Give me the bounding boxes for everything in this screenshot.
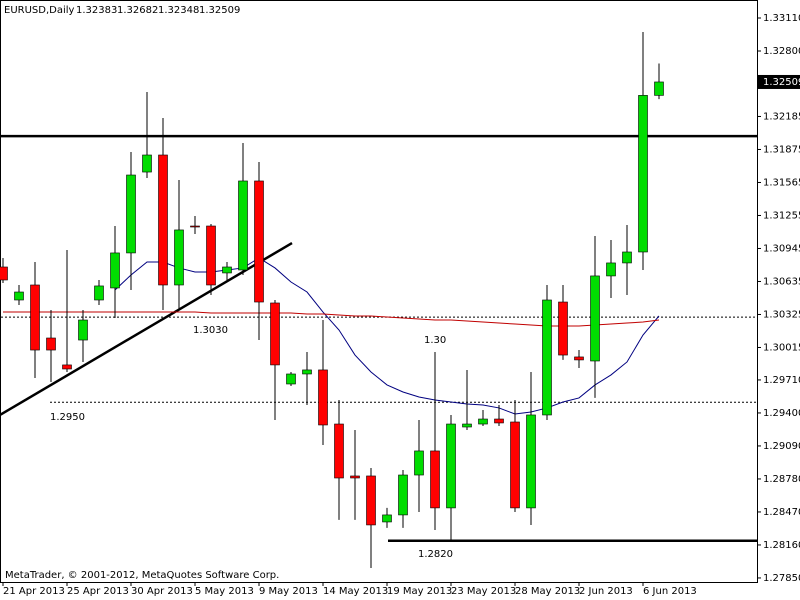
chart-title: EURUSD,Daily xyxy=(4,5,75,16)
x-tick-label: 23 May 2013 xyxy=(451,586,516,597)
x-tick-label: 30 Apr 2013 xyxy=(131,586,193,597)
candle-body xyxy=(110,252,120,289)
moving-average xyxy=(114,257,660,415)
candle-body xyxy=(494,418,504,424)
x-tick-label: 9 May 2013 xyxy=(259,586,318,597)
y-tick-label: 1.28160 xyxy=(763,540,800,551)
y-tick-label: 1.28780 xyxy=(763,474,800,485)
y-tick-label: 1.30945 xyxy=(763,243,800,254)
y-tick-label: 1.31565 xyxy=(763,177,800,188)
candle-body xyxy=(334,423,344,479)
candle-body xyxy=(654,81,664,96)
candle-body xyxy=(558,301,568,356)
y-tick-label: 1.33110 xyxy=(763,13,800,24)
plot-frame xyxy=(0,0,758,583)
last-low: 1.32348 xyxy=(158,5,199,16)
candle-body xyxy=(254,180,264,303)
candle-body xyxy=(78,319,88,341)
y-tick-label: 1.27850 xyxy=(763,573,800,584)
candle-body xyxy=(574,356,584,361)
y-tick-label: 1.31875 xyxy=(763,144,800,155)
candle-body xyxy=(158,154,168,286)
candle-body xyxy=(0,266,8,281)
candle-body xyxy=(206,225,216,286)
x-tick-label: 19 May 2013 xyxy=(387,586,452,597)
annotation: 1.2950 xyxy=(50,412,85,423)
candle-body xyxy=(270,302,280,366)
y-tick-label: 1.30635 xyxy=(763,276,800,287)
candle-body xyxy=(526,414,536,509)
y-tick-label: 1.29090 xyxy=(763,441,800,452)
candle-body xyxy=(638,95,648,253)
last-high: 1.32682 xyxy=(117,5,158,16)
candle-body xyxy=(286,373,296,385)
candle-body xyxy=(606,262,616,277)
candle-body xyxy=(222,266,232,274)
candle-body xyxy=(302,369,312,375)
candle-body xyxy=(462,423,472,428)
candle-body xyxy=(14,291,24,301)
candle-body xyxy=(542,299,552,416)
annotation: 1.2820 xyxy=(418,549,453,560)
candle-body xyxy=(414,450,424,476)
price-marker-label: 1.32509 xyxy=(763,77,800,88)
y-tick-label: 1.32185 xyxy=(763,111,800,122)
candle-body xyxy=(126,174,136,254)
candle-body xyxy=(62,364,72,370)
annotation: 1.3030 xyxy=(193,325,228,336)
y-tick-label: 1.30015 xyxy=(763,342,800,353)
last-close: 1.32509 xyxy=(199,5,240,16)
candle-body xyxy=(142,154,152,173)
y-tick-label: 1.30325 xyxy=(763,309,800,320)
x-tick-label: 21 Apr 2013 xyxy=(3,586,65,597)
x-tick-label: 6 Jun 2013 xyxy=(643,586,697,597)
footer: MetaTrader, © 2001-2012, MetaQuotes Soft… xyxy=(5,570,279,581)
candle-body xyxy=(622,251,632,264)
annotation: 1.30 xyxy=(424,335,446,346)
y-tick-label: 1.29710 xyxy=(763,375,800,386)
candle-body xyxy=(174,229,184,286)
candle-body xyxy=(590,275,600,362)
candle-body xyxy=(430,450,440,509)
candle-body xyxy=(510,421,520,509)
x-tick-label: 14 May 2013 xyxy=(323,586,388,597)
last-open: 1.32383 xyxy=(76,5,117,16)
candle-body xyxy=(94,285,104,301)
x-tick-label: 25 Apr 2013 xyxy=(67,586,129,597)
candle-body xyxy=(350,475,360,479)
candle-body xyxy=(398,474,408,516)
y-tick-label: 1.31255 xyxy=(763,210,800,221)
x-tick-label: 2 Jun 2013 xyxy=(579,586,633,597)
candle-body xyxy=(46,337,56,351)
candle-body xyxy=(446,423,456,509)
candle-body xyxy=(478,418,488,425)
candle-body xyxy=(30,284,40,351)
candle-body xyxy=(238,180,248,271)
price-marker xyxy=(758,74,800,89)
candle-body xyxy=(366,475,376,526)
x-tick-label: 28 May 2013 xyxy=(515,586,580,597)
x-tick-label: 5 May 2013 xyxy=(195,586,254,597)
y-tick-label: 1.28470 xyxy=(763,507,800,518)
y-tick-label: 1.29400 xyxy=(763,408,800,419)
candle-body xyxy=(382,514,392,523)
y-tick-label: 1.32800 xyxy=(763,46,800,57)
candle-body xyxy=(190,225,200,228)
candle-body xyxy=(318,369,328,426)
